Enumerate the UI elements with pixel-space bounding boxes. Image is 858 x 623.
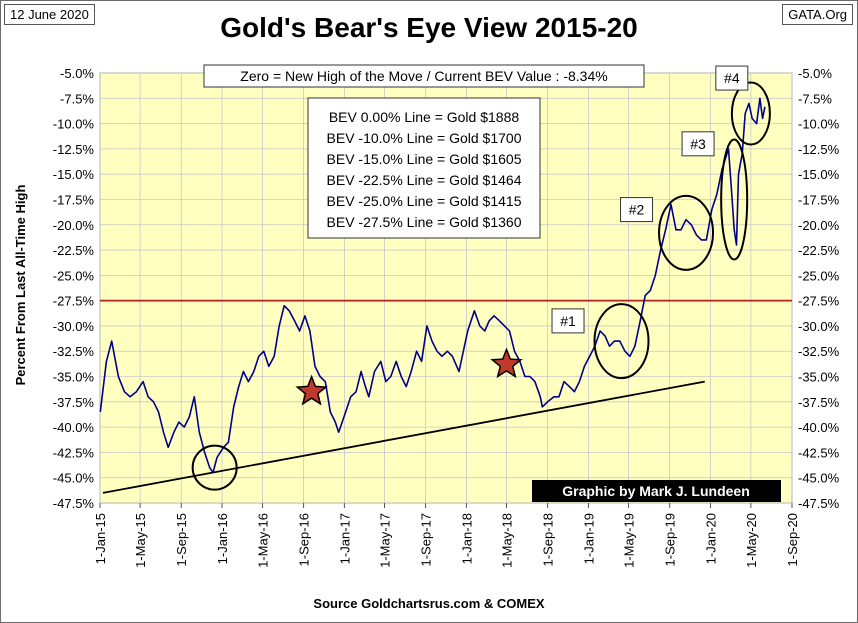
bev-legend-line: BEV -10.0% Line = Gold $1700 (327, 130, 522, 146)
highlight-circle (593, 303, 650, 380)
y-tick-label-left: -20.0% (53, 218, 95, 233)
y-axis-label: Percent From Last All-Time High (13, 185, 28, 386)
trend-line (102, 380, 705, 494)
y-tick-label-right: -45.0% (798, 471, 840, 486)
credit-text: Graphic by Mark J. Lundeen (562, 483, 750, 499)
star-marker (295, 374, 328, 406)
peak-labels: #1 #2 #3 #4 (551, 65, 749, 334)
highlight-circle (730, 81, 771, 146)
peak-label: #3 (690, 136, 706, 152)
bev-legend-line: BEV 0.00% Line = Gold $1888 (329, 109, 520, 125)
y-tick-label-left: -17.5% (53, 192, 95, 207)
x-tick-label: 1-Jan-20 (703, 513, 718, 564)
y-tick-label-right: -40.0% (798, 420, 840, 435)
y-tick-label-left: -27.5% (53, 294, 95, 309)
bev-legend-line: BEV -27.5% Line = Gold $1360 (327, 214, 522, 230)
y-tick-label-left: -35.0% (53, 370, 95, 385)
x-tick-label: 1-May-17 (377, 513, 392, 568)
x-tick-label: 1-Jan-15 (93, 513, 108, 564)
x-tick-label: 1-Sep-20 (785, 513, 800, 566)
x-tick-label: 1-Sep-16 (297, 513, 312, 566)
highlight-circle (658, 194, 715, 271)
x-tick-label: 1-May-19 (622, 513, 637, 568)
y-tick-label-right: -7.5% (798, 91, 832, 106)
y-tick-label-left: -32.5% (53, 344, 95, 359)
x-tick-label: 1-May-15 (133, 513, 148, 568)
x-tick-label: 1-Jan-17 (337, 513, 352, 564)
bev-legend-line: BEV -25.0% Line = Gold $1415 (327, 193, 522, 209)
y-tick-label-right: -30.0% (798, 319, 840, 334)
chart-title: Gold's Bear's Eye View 2015-20 (220, 12, 638, 43)
x-tick-label: 1-Jan-16 (215, 513, 230, 564)
y-tick-label-left: -45.0% (53, 471, 95, 486)
y-axis-left: -5.0% -7.5% -10.0% -12.5% -15.0% -17.5% -20.0%… (53, 66, 95, 511)
peak-label-box (715, 65, 749, 91)
y-tick-label-right: -25.0% (798, 268, 840, 283)
peak-label: #2 (629, 202, 645, 218)
highlight-circles (191, 81, 771, 491)
y-tick-label-left: -37.5% (53, 395, 95, 410)
y-tick-label-left: -10.0% (53, 117, 95, 132)
peak-label-box (551, 308, 585, 334)
y-tick-label-left: -25.0% (53, 268, 95, 283)
credit-box: Graphic by Mark J. Lundeen (532, 480, 781, 502)
highlight-circle (191, 444, 238, 491)
y-tick-label-right: -27.5% (798, 294, 840, 309)
x-tick-label: 1-May-16 (255, 513, 270, 568)
source-label: Source Goldchartsrus.com & COMEX (313, 596, 545, 611)
peak-label: #4 (724, 70, 740, 86)
y-tick-label-left: -15.0% (53, 167, 95, 182)
x-tick-label: 1-Sep-15 (174, 513, 189, 566)
bev-legend-line: BEV -22.5% Line = Gold $1464 (327, 172, 522, 188)
y-tick-label-left: -40.0% (53, 420, 95, 435)
y-tick-label-right: -15.0% (798, 167, 840, 182)
x-tick-label: 1-Sep-18 (541, 513, 556, 566)
y-tick-label-right: -5.0% (798, 66, 832, 81)
y-tick-label-right: -32.5% (798, 344, 840, 359)
y-axis-right: -5.0% -7.5% -10.0% -12.5% -15.0% -17.5% -20.0%… (798, 66, 840, 511)
y-tick-label-left: -47.5% (53, 496, 95, 511)
date-label: 12 June 2020 (4, 4, 95, 25)
x-tick-label: 1-May-20 (744, 513, 759, 568)
x-tick-label: 1-Jan-18 (459, 513, 474, 564)
y-tick-label-right: -22.5% (798, 243, 840, 258)
y-tick-label-left: -42.5% (53, 445, 95, 460)
y-tick-label-left: -5.0% (60, 66, 94, 81)
x-axis: 1-Jan-15 1-May-15 1-Sep-15 1-Jan-16 1-May-16… (93, 503, 800, 568)
x-tick-label: 1-Sep-19 (663, 513, 678, 566)
peak-label-box (681, 131, 715, 157)
star-markers (295, 347, 523, 406)
x-tick-label: 1-Sep-17 (419, 513, 434, 566)
y-tick-label-right: -35.0% (798, 370, 840, 385)
x-tick-label: 1-May-18 (500, 513, 515, 568)
y-tick-label-right: -47.5% (798, 496, 840, 511)
y-tick-label-right: -20.0% (798, 218, 840, 233)
y-tick-label-right: -12.5% (798, 142, 840, 157)
y-tick-label-right: -42.5% (798, 445, 840, 460)
peak-label: #1 (560, 313, 576, 329)
x-tick-label: 1-Jan-19 (581, 513, 596, 564)
y-tick-label-right: -10.0% (798, 117, 840, 132)
y-tick-label-right: -37.5% (798, 395, 840, 410)
star-marker (490, 347, 523, 379)
top-annotation-text: Zero = New High of the Move / Current BE… (240, 68, 607, 84)
peak-label-box (620, 197, 654, 223)
y-tick-label-left: -22.5% (53, 243, 95, 258)
y-tick-label-left: -12.5% (53, 142, 95, 157)
bev-series-line (99, 97, 766, 474)
bev-legend-line: BEV -15.0% Line = Gold $1605 (327, 151, 522, 167)
y-tick-label-right: -17.5% (798, 192, 840, 207)
highlight-circle (720, 138, 749, 261)
y-tick-label-left: -7.5% (60, 91, 94, 106)
y-tick-label-left: -30.0% (53, 319, 95, 334)
site-label: GATA.Org (782, 4, 853, 25)
bev-legend-box: BEV 0.00% Line = Gold $1888 BEV -10.0% Li… (307, 97, 541, 239)
top-annotation-box: Zero = New High of the Move / Current BE… (203, 64, 645, 88)
